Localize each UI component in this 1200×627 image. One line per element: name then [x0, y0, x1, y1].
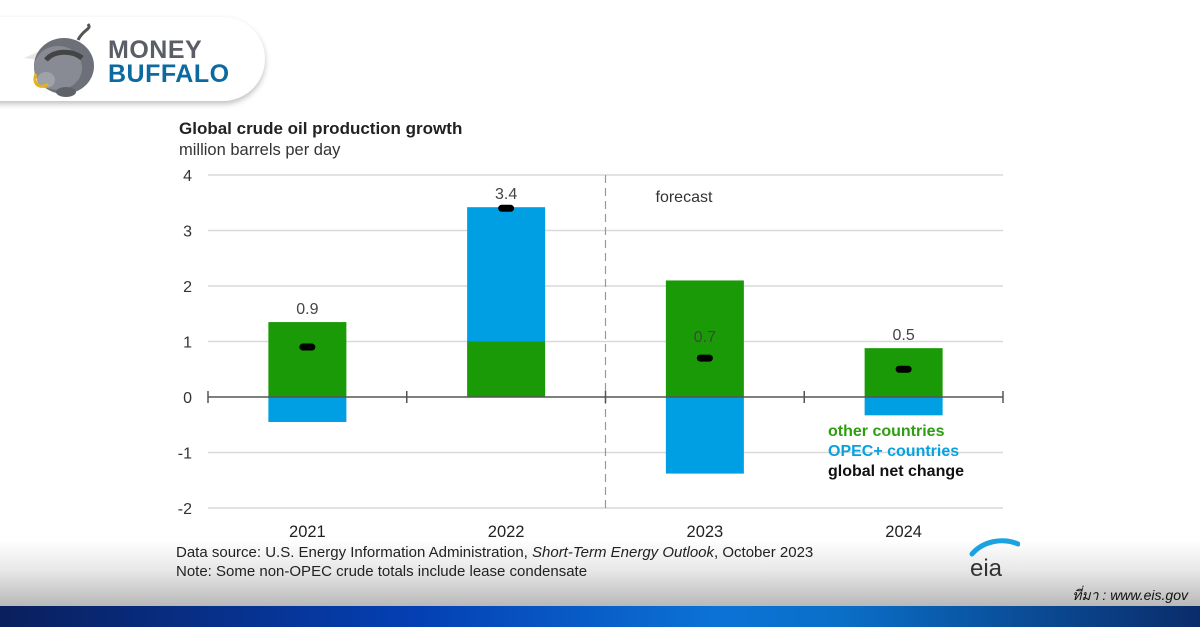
legend-item: OPEC+ countries: [828, 443, 959, 460]
y-tick-label: 1: [183, 335, 192, 352]
net-change-marker-2023: [696, 354, 713, 362]
brand-line-buffalo: BUFFALO: [108, 60, 230, 88]
source-suffix: , October 2023: [714, 544, 814, 561]
x-tick-label: 2021: [289, 523, 326, 541]
bar-opec-countries-2021: [268, 397, 347, 422]
y-tick-label: 3: [183, 224, 192, 241]
bar-opec-countries-2024: [864, 397, 943, 416]
source-line: Data source: U.S. Energy Information Adm…: [176, 543, 813, 562]
source-publication: Short-Term Energy Outlook: [532, 544, 715, 561]
source-prefix: Data source: U.S. Energy Information Adm…: [176, 544, 532, 561]
buffalo-mascot-icon: [24, 23, 94, 97]
data-label-2022: 3.4: [495, 186, 517, 203]
x-tick-label: 2023: [687, 523, 724, 541]
legend-item: other countries: [828, 423, 945, 440]
bar-opec-countries-2023: [665, 397, 744, 474]
source-credit: ที่มา : www.eis.gov: [1072, 587, 1188, 603]
brand-wordmark: MONEY BUFFALO: [108, 36, 230, 88]
chart-source: Data source: U.S. Energy Information Adm…: [176, 543, 813, 581]
data-label-2023: 0.7: [694, 329, 716, 346]
svg-text:eia: eia: [970, 555, 1003, 580]
footer-band: [0, 606, 1200, 627]
eia-logo-icon: eia: [969, 538, 1020, 580]
chart-title: Global crude oil production growth: [179, 119, 463, 138]
bar-other-countries-2022: [467, 341, 546, 397]
y-tick-label: -1: [178, 446, 192, 463]
y-tick-label: 0: [183, 390, 192, 407]
footer-fade: [0, 540, 1200, 606]
forecast-annotation: forecast: [656, 189, 713, 206]
x-tick-label: 2024: [885, 523, 922, 541]
legend-item: global net change: [828, 463, 964, 480]
brand-line-money: MONEY: [108, 36, 203, 64]
chart-y-unit: million barrels per day: [179, 141, 341, 159]
net-change-marker-2021: [299, 343, 316, 351]
data-label-2024: 0.5: [893, 327, 915, 344]
source-note: Note: Some non-OPEC crude totals include…: [176, 563, 588, 580]
data-label-2021: 0.9: [296, 301, 318, 318]
net-change-marker-2022: [498, 204, 515, 212]
bar-opec-countries-2022: [467, 207, 546, 342]
y-tick-label: 2: [183, 279, 192, 296]
x-tick-label: 2022: [488, 523, 525, 541]
y-tick-label: 4: [183, 168, 192, 185]
bar-other-countries-2021: [268, 322, 347, 397]
y-tick-label: -2: [178, 501, 192, 518]
net-change-marker-2024: [895, 365, 912, 373]
bar-other-countries-2023: [665, 280, 744, 397]
